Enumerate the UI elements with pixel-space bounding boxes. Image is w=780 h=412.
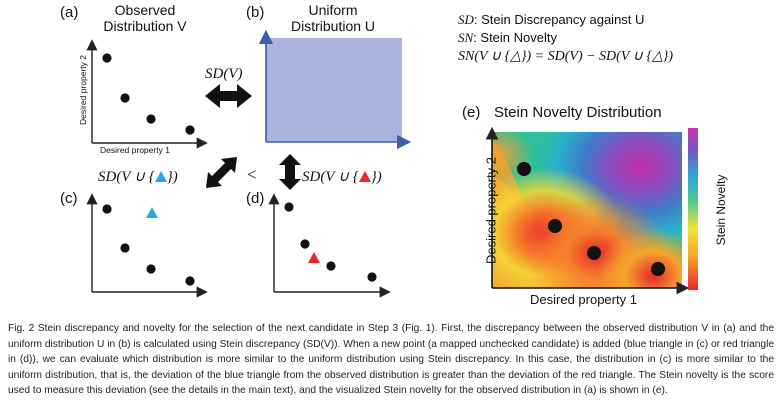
panel-e-point [517,162,531,176]
blue-triangle-candidate [146,207,158,218]
panel-c-point [185,276,195,286]
legend-sd-symbol: SD [458,12,474,27]
panel-b-title: Uniform Distribution U [283,2,383,34]
panel-a-xlabel: Desired property 1 [100,145,170,155]
panel-e-point [587,246,601,260]
blue-triangle-icon [154,171,167,182]
less-than-sign: < [247,165,257,184]
panel-d-plot [268,193,391,298]
panel-e-xlabel: Desired property 1 [530,292,637,307]
panel-d-point [284,202,294,212]
uniform-distribution-area [266,38,402,142]
double-arrow-diagonal-icon [206,157,237,188]
legend-sn-formula: SN(V ∪ {△}) = SD(V) − SD(V ∪ {△}) [458,49,673,64]
panel-c-point [120,243,130,253]
panel-c-letter: (c) [60,190,78,207]
red-triangle-icon [358,171,371,182]
panel-e-letter: (e) [462,104,481,121]
sd-blue-formula: SD(V ∪ {}) [98,167,178,186]
colorbar-label: Stein Novelty [714,174,728,246]
legend-sn: SN: Stein Novelty [458,30,557,46]
sd-blue-prefix: SD(V ∪ { [98,169,155,185]
sd-red-suffix: }) [370,169,382,185]
panel-a-title-line2: Distribution V [103,18,187,34]
panel-e-point [548,219,562,233]
panel-d-point [300,239,310,249]
legend-sd-text: : Stein Discrepancy against U [473,12,645,27]
panel-d-letter: (d) [246,190,265,207]
legend-sn-symbol: SN [458,30,474,45]
panel-d-point [367,272,377,282]
panel-e-title: Stein Novelty Distribution [494,104,662,121]
red-triangle-candidate [308,252,320,263]
panel-d-point [326,261,336,271]
panel-b-title-line2: Distribution U [290,18,376,34]
double-arrow-horizontal-icon [205,84,252,108]
sd-v-formula: SD(V) [205,66,243,82]
figure-caption: Fig. 2 Stein discrepancy and novelty for… [8,323,774,397]
panel-a-point [185,125,195,135]
double-arrow-vertical-icon [279,154,301,190]
panel-c-point [102,204,112,214]
panel-b-letter: (b) [246,4,265,21]
diagram-canvas [86,29,698,298]
panel-a-letter: (a) [60,4,79,21]
panel-a-ylabel: Desired property 2 [78,55,88,125]
panel-c-plot [86,193,208,298]
panel-e-heatmap [485,126,690,295]
panel-e-point [651,262,665,276]
legend-sd: SD: Stein Discrepancy against U [458,12,644,28]
panel-e-ylabel: Desired property 2 [483,157,499,264]
sd-red-formula: SD(V ∪ {}) [302,167,382,186]
sd-blue-suffix: }) [166,169,178,185]
sd-red-prefix: SD(V ∪ { [302,169,359,185]
panel-a-plot [86,39,208,149]
panel-a-point [146,114,156,124]
panel-a-point [120,93,130,103]
panel-a-title-line1: Observed [114,2,176,18]
panel-b-title-line1: Uniform [308,2,358,18]
panel-a-point [102,53,112,63]
panel-c-point [146,264,156,274]
colorbar [688,128,698,290]
panel-a-title: Observed Distribution V [95,2,195,34]
legend-sn-text: : Stein Novelty [473,30,557,45]
panel-b-plot [258,29,412,150]
